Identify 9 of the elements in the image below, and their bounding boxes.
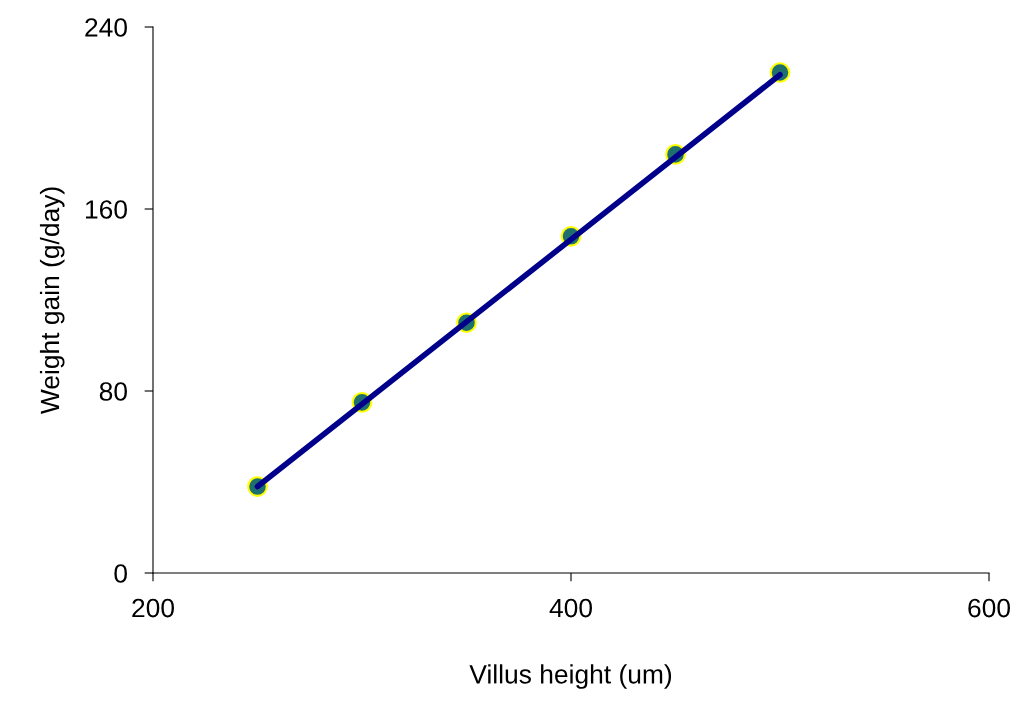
x-tick-label: 400 [549,598,592,618]
y-tick-label: 160 [85,200,127,219]
y-axis-title: Weight gain (g/day) [39,187,65,415]
y-tick-label: 240 [85,18,127,37]
y-tick-label: 0 [114,564,127,583]
x-axis-title: Villus height (um) [469,664,672,689]
x-tick-label: 600 [968,598,1010,618]
x-tick-label: 200 [132,598,174,618]
y-tick-label: 80 [99,382,127,401]
